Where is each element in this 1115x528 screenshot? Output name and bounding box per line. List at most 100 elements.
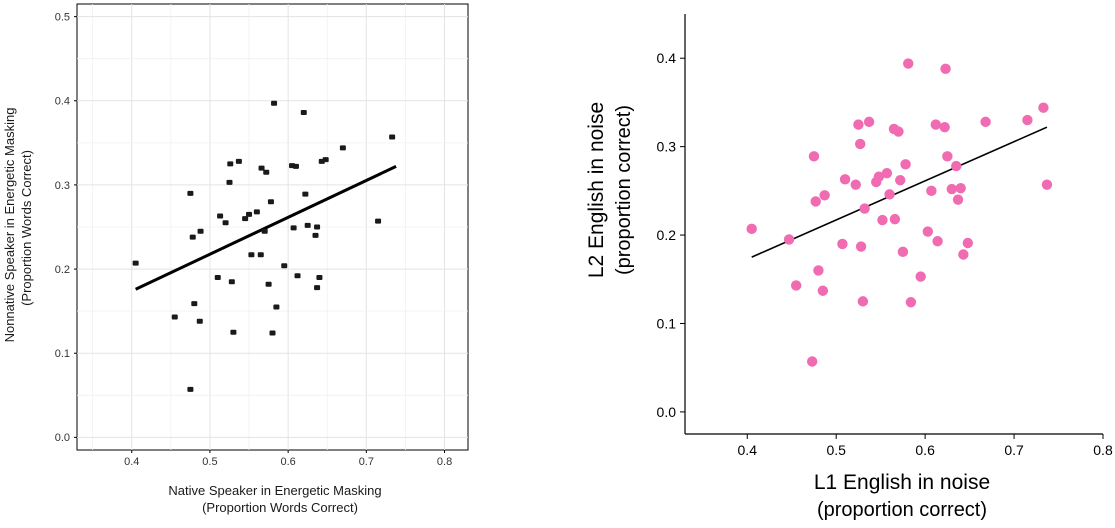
data-point (889, 213, 901, 225)
data-point (222, 220, 229, 226)
data-point (926, 185, 937, 197)
left-y-axis-label-line2: (Proportion Words Correct) (19, 150, 34, 306)
x-tick-label: 0.4 (738, 442, 758, 458)
data-point (242, 216, 249, 222)
y-tick-label: 0.3 (657, 139, 677, 155)
y-tick-label: 0.0 (55, 432, 70, 444)
data-point (253, 209, 260, 215)
data-point (312, 232, 319, 238)
y-tick-label: 0.2 (657, 227, 677, 243)
y-tick-label: 0.4 (657, 50, 677, 66)
x-tick-label: 0.5 (202, 456, 217, 468)
data-point (922, 226, 933, 237)
data-point (930, 119, 941, 130)
data-point (281, 263, 288, 269)
data-point (939, 121, 950, 133)
data-point (873, 171, 885, 182)
data-point (915, 271, 926, 282)
data-point (952, 194, 964, 205)
data-point (893, 126, 904, 137)
x-tick-label: 0.7 (359, 456, 374, 468)
right-x-axis-label-line2: (proportion correct) (817, 499, 987, 521)
data-point (881, 167, 893, 179)
right-y-axis-label-line2: (proportion correct) (613, 105, 635, 275)
left-scatter-chart: 0.4 0.5 0.6 0.7 0.8 0.0 0.1 0.2 0.3 0.4 0.5 Nativ… (2, 3, 469, 515)
data-point (808, 151, 820, 162)
data-point (951, 160, 962, 172)
data-point (230, 329, 237, 335)
data-point (322, 157, 329, 163)
data-point (248, 252, 255, 258)
y-tick-label: 0.1 (55, 348, 70, 360)
data-point (895, 175, 906, 186)
data-point (196, 318, 203, 324)
right-x-ticks: 0.4 0.5 0.6 0.7 0.8 (738, 434, 1113, 458)
data-point (897, 246, 909, 258)
left-fit-line (135, 165, 397, 291)
data-point (314, 285, 321, 291)
left-y-ticks: 0.0 0.1 0.2 0.3 0.4 0.5 (55, 11, 77, 444)
data-point (955, 182, 966, 194)
left-grid (77, 4, 468, 450)
x-tick-label: 0.5 (826, 442, 846, 458)
data-point (1038, 102, 1049, 113)
data-point (258, 165, 265, 171)
right-scatter-chart: 0.4 0.5 0.6 0.7 0.8 0.0 0.1 0.2 0.3 0.4 L1 Engli… (585, 14, 1113, 521)
data-point (903, 58, 914, 69)
data-point (962, 237, 974, 249)
data-point (226, 179, 233, 185)
data-point (339, 145, 346, 151)
data-point (187, 190, 194, 196)
data-point (900, 159, 911, 170)
data-point (292, 163, 299, 169)
data-point (302, 191, 309, 197)
data-point (942, 151, 953, 162)
right-fit-line (751, 126, 1048, 258)
data-point (783, 234, 795, 245)
data-point (819, 190, 830, 201)
data-point (905, 297, 917, 308)
data-point (859, 203, 870, 214)
y-tick-label: 0.1 (657, 315, 677, 331)
data-point (746, 223, 757, 235)
data-point (171, 314, 178, 320)
data-point (265, 281, 272, 287)
data-point (932, 236, 943, 247)
data-point (855, 138, 866, 150)
x-tick-label: 0.6 (280, 456, 295, 468)
data-point (271, 100, 278, 106)
data-point (375, 218, 382, 224)
data-point (790, 280, 802, 291)
right-points (746, 58, 1053, 367)
y-tick-label: 0.4 (55, 96, 70, 108)
data-point (877, 214, 888, 226)
data-point (980, 116, 991, 128)
data-point (261, 228, 268, 234)
left-y-axis-label-line1: Nonnative Speaker in Energetic Masking (2, 108, 17, 343)
data-point (197, 228, 204, 234)
left-points (132, 100, 396, 392)
right-y-ticks: 0.0 0.1 0.2 0.3 0.4 (657, 50, 685, 420)
x-tick-label: 0.7 (1004, 442, 1024, 458)
data-point (857, 296, 869, 307)
data-point (267, 199, 274, 205)
y-tick-label: 0.2 (55, 264, 70, 276)
data-point (817, 285, 829, 296)
data-point (813, 265, 824, 276)
data-point (269, 330, 276, 336)
data-point (294, 273, 301, 279)
data-point (273, 304, 280, 310)
data-point (132, 260, 139, 266)
data-point (235, 158, 242, 164)
data-point (290, 225, 297, 231)
x-tick-label: 0.4 (124, 456, 139, 468)
data-point (314, 224, 321, 230)
data-point (837, 238, 848, 250)
left-x-ticks: 0.4 0.5 0.6 0.7 0.8 (124, 450, 452, 468)
x-tick-label: 0.8 (1093, 442, 1113, 458)
right-y-axis-label-line1: L2 English in noise (585, 102, 608, 278)
data-point (810, 196, 821, 207)
data-point (217, 213, 224, 219)
data-point (1022, 114, 1033, 126)
